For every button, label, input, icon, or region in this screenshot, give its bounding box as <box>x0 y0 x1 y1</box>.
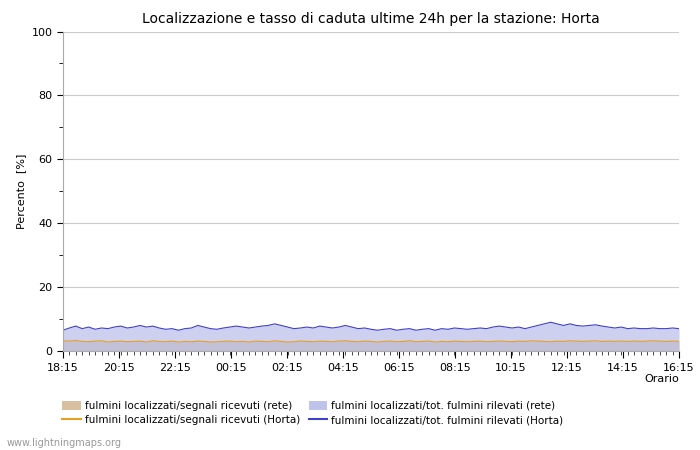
Title: Localizzazione e tasso di caduta ultime 24h per la stazione: Horta: Localizzazione e tasso di caduta ultime … <box>142 12 600 26</box>
Text: Orario: Orario <box>644 374 679 383</box>
Legend: fulmini localizzati/segnali ricevuti (rete), fulmini localizzati/segnali ricevut: fulmini localizzati/segnali ricevuti (re… <box>62 401 564 425</box>
Y-axis label: Percento  [%]: Percento [%] <box>16 153 26 229</box>
Text: www.lightningmaps.org: www.lightningmaps.org <box>7 438 122 448</box>
